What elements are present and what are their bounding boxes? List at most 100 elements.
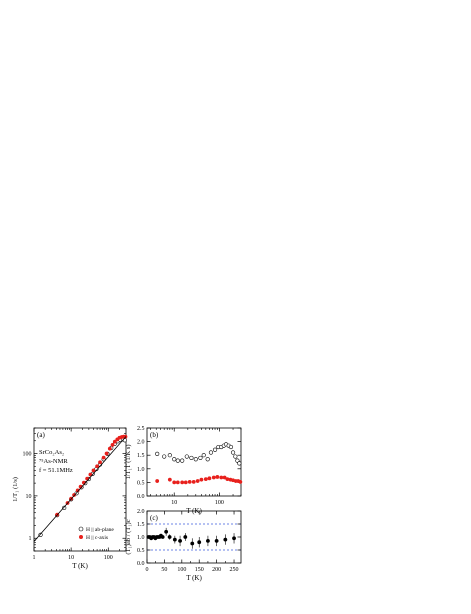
x-tick-label: 100 — [177, 567, 186, 573]
data-point — [167, 477, 172, 482]
y-tick-label: 100 — [23, 452, 32, 458]
series-a-2 — [33, 436, 127, 542]
legend-label: H || c-axis — [86, 535, 108, 541]
y-tick-label: 10 — [26, 494, 32, 500]
y-tick-label: 0.0 — [137, 494, 145, 500]
data-point — [98, 460, 102, 465]
annotation-1: ⁷⁵As-NMR — [39, 458, 68, 465]
series-c-0 — [146, 527, 236, 549]
data-point — [212, 447, 218, 452]
x-tick-label: 100 — [215, 500, 224, 506]
data-point — [201, 453, 206, 458]
y-tick-label: 2.0 — [137, 440, 145, 446]
data-point — [175, 458, 180, 463]
y-tick-label: 2.5 — [137, 426, 145, 432]
data-point — [95, 464, 99, 469]
data-point — [189, 455, 194, 461]
data-point — [172, 537, 177, 542]
data-point — [193, 457, 198, 462]
data-point — [190, 541, 195, 546]
data-point — [195, 479, 200, 483]
y-tick-label: 1.0 — [137, 467, 145, 473]
data-point — [232, 536, 236, 541]
data-point — [219, 475, 224, 480]
x-tick-label: 10 — [171, 500, 177, 506]
x-axis-label: T (K) — [186, 574, 202, 582]
data-point — [175, 480, 180, 485]
data-point — [172, 457, 177, 462]
data-point — [203, 477, 208, 482]
series-a-1 — [55, 434, 128, 517]
data-point — [191, 479, 196, 484]
data-point — [199, 477, 204, 482]
y-tick-label: 0.5 — [137, 480, 145, 486]
data-point — [233, 454, 238, 459]
data-point — [110, 442, 115, 447]
legend-label: H || ab-plane — [86, 527, 114, 533]
x-tick-label: 100 — [104, 555, 113, 561]
data-point — [184, 454, 189, 459]
series-b-0 — [155, 442, 242, 466]
x-tick-label: 200 — [212, 567, 221, 573]
data-point — [223, 537, 228, 542]
data-point — [62, 505, 67, 511]
data-point — [85, 476, 90, 481]
data-point — [205, 457, 210, 462]
data-point — [38, 532, 43, 537]
x-tick-label: 1 — [33, 555, 36, 561]
data-point — [72, 493, 76, 497]
x-tick-label: 10 — [68, 555, 74, 561]
y-tick-label: 0.5 — [137, 548, 145, 554]
data-point — [162, 454, 167, 459]
data-point — [167, 535, 172, 539]
data-point — [112, 439, 117, 444]
data-point — [198, 455, 203, 461]
data-point — [101, 455, 106, 460]
y-tick-label: 0.0 — [137, 561, 145, 567]
legend-marker — [79, 535, 83, 539]
annotation-2: f = 51.1MHz — [39, 467, 73, 474]
annotation-0: SrCo₂As₂ — [39, 449, 64, 456]
panel-label: (b) — [150, 431, 159, 439]
data-point — [178, 539, 182, 543]
data-point — [155, 451, 160, 456]
data-point — [88, 472, 93, 477]
data-point — [187, 479, 192, 484]
x-tick-label: 150 — [195, 567, 204, 573]
data-point — [207, 476, 212, 481]
data-point — [180, 458, 185, 463]
data-point — [183, 480, 188, 485]
data-point — [230, 450, 236, 455]
x-tick-label: 250 — [230, 567, 239, 573]
data-point — [104, 451, 109, 456]
data-point — [222, 475, 227, 480]
y-axis-label: (T₁)ab / (T₁)c — [125, 519, 132, 554]
panel-a: 1 10 100 1 10 100 T (K) 1/T₁ (1/s) (a) SrCo₂As₂ ⁷⁵… — [12, 427, 128, 570]
y-tick-label: 1.5 — [137, 453, 145, 459]
data-point — [206, 539, 210, 543]
data-point — [164, 529, 169, 534]
data-point — [180, 480, 185, 485]
y-tick-label: 1.5 — [137, 522, 145, 528]
data-point — [167, 453, 172, 458]
data-point — [214, 539, 219, 543]
data-point — [197, 540, 202, 545]
panel-c: 0 50 100 150 200 250 0.0 0.5 1.0 1.5 2.0 T (K) (T₁)a… — [125, 509, 242, 582]
plot-frame — [33, 427, 127, 552]
panel-label: (a) — [37, 431, 45, 439]
x-tick-label: 0 — [146, 567, 149, 573]
data-point — [228, 444, 234, 450]
plot-frame — [146, 427, 242, 497]
y-tick-label: 1.0 — [137, 535, 145, 541]
panel-label: (c) — [150, 514, 158, 522]
fit-line — [33, 436, 127, 542]
y-axis-label: 1/T₁ (1/s) — [12, 477, 19, 502]
data-point — [211, 475, 216, 480]
data-point — [107, 446, 112, 451]
data-point — [238, 479, 243, 484]
data-point — [225, 477, 230, 482]
data-point — [215, 475, 220, 479]
